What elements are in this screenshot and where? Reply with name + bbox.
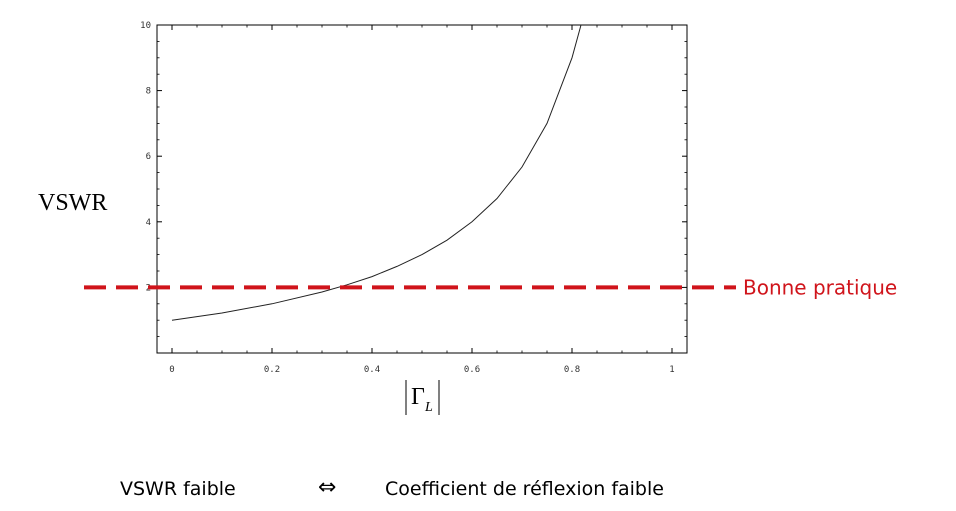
x-tick-label: 0.6 <box>464 365 480 375</box>
y-tick-label: 6 <box>146 152 151 162</box>
y-axis-label: VSWR <box>38 190 107 216</box>
plot-frame <box>156 24 688 354</box>
x-tick-label: 0.8 <box>564 365 580 375</box>
y-tick-label: 4 <box>146 218 151 228</box>
tick-labels: 00.20.40.60.81246810 <box>140 21 675 375</box>
vswr-curve <box>171 24 582 321</box>
x-axis-label: Γ L <box>405 380 440 415</box>
equivalence-icon: ⇔ <box>318 475 337 500</box>
y-tick-label: 8 <box>146 87 151 97</box>
x-tick-label: 1 <box>669 365 674 375</box>
x-tick-label: 0 <box>169 365 174 375</box>
reference-line-label: Bonne pratique <box>743 275 897 299</box>
axis-ticks <box>157 24 687 353</box>
caption-left: VSWR faible <box>120 478 236 500</box>
svg-text:Γ: Γ <box>411 384 425 410</box>
svg-text:L: L <box>424 400 433 415</box>
caption-right: Coefficient de réflexion faible <box>385 478 664 500</box>
y-tick-label: 10 <box>140 21 151 31</box>
x-tick-label: 0.4 <box>364 365 380 375</box>
x-tick-label: 0.2 <box>264 365 280 375</box>
